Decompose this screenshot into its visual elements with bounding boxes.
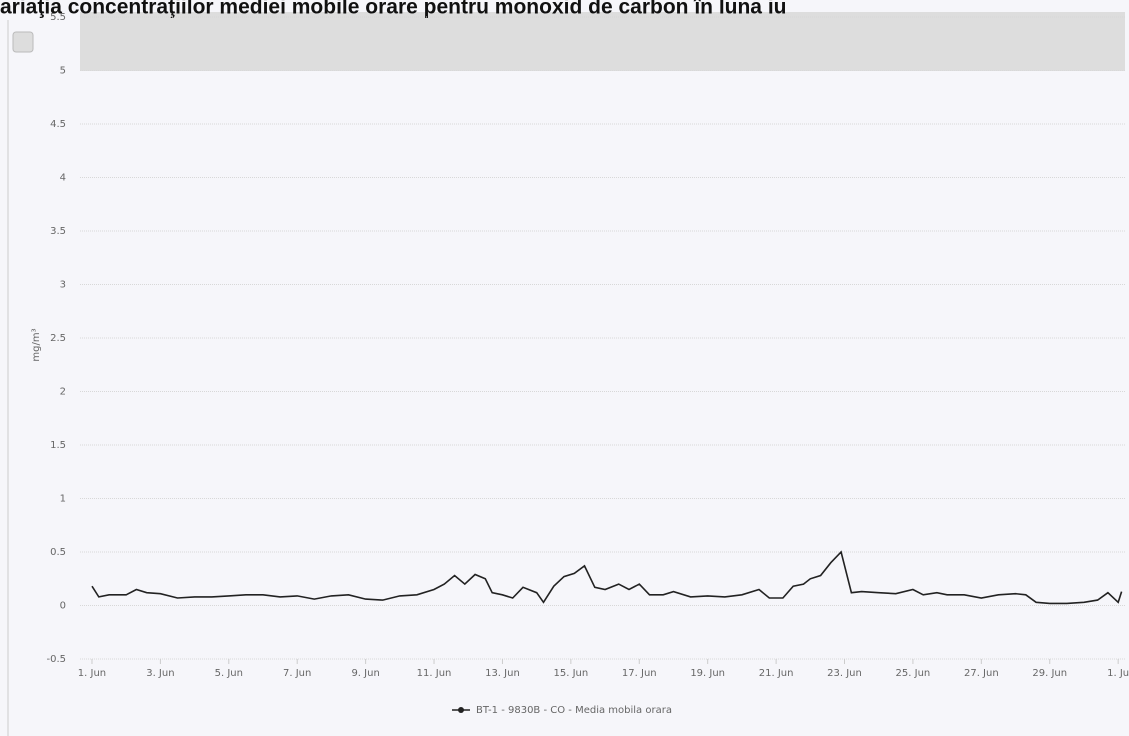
x-tick-label: 7. Jun <box>283 668 311 679</box>
legend-marker <box>458 707 464 713</box>
x-tick-label: 23. Jun <box>827 668 862 679</box>
y-tick-label: 4 <box>60 173 66 184</box>
plot-band <box>80 12 1125 71</box>
y-tick-label: 0.5 <box>50 547 66 558</box>
chart-title: ariaţia concentraţiilor mediei mobile or… <box>0 0 787 19</box>
x-tick-label: 25. Jun <box>896 668 931 679</box>
x-tick-label: 29. Jun <box>1032 668 1067 679</box>
y-axis-label: mg/m³ <box>31 328 42 361</box>
y-tick-label: -0.5 <box>46 654 66 665</box>
series-line <box>91 550 1123 605</box>
x-tick-label: 1. Ju <box>1107 668 1129 679</box>
x-tick-label: 13. Jun <box>485 668 520 679</box>
x-tick-label: 19. Jun <box>690 668 725 679</box>
y-tick-label: 0 <box>60 601 66 612</box>
menu-button[interactable] <box>12 31 34 53</box>
y-tick-label: 2.5 <box>50 333 66 344</box>
x-tick-label: 27. Jun <box>964 668 999 679</box>
y-tick-label: 1 <box>60 494 66 505</box>
y-tick-label: 2 <box>60 387 66 398</box>
x-tick-label: 3. Jun <box>146 668 174 679</box>
x-tick-label: 9. Jun <box>351 668 379 679</box>
x-tick-label: 15. Jun <box>553 668 588 679</box>
y-tick-label: 4.5 <box>50 119 66 130</box>
x-tick-label: 5. Jun <box>215 668 243 679</box>
x-tick-label: 17. Jun <box>622 668 657 679</box>
legend-label[interactable]: BT-1 - 9830B - CO - Media mobila orara <box>476 705 672 716</box>
y-tick-label: 5.5 <box>50 12 66 23</box>
x-tick-label: 11. Jun <box>417 668 452 679</box>
y-tick-label: 3 <box>60 280 66 291</box>
x-tick-label: 1. Jun <box>78 668 106 679</box>
x-tick-label: 21. Jun <box>759 668 794 679</box>
y-tick-label: 3.5 <box>50 226 66 237</box>
y-tick-label: 5 <box>60 66 66 77</box>
y-tick-label: 1.5 <box>50 440 66 451</box>
